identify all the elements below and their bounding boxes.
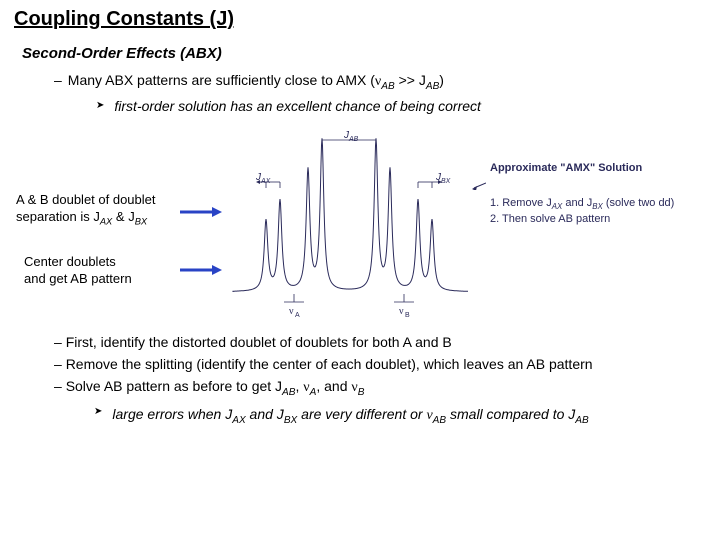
bullet-top: –Many ABX patterns are sufficiently clos…: [0, 62, 720, 92]
annotation-center: Center doublets and get AB pattern: [24, 254, 174, 288]
svg-text:AB: AB: [348, 136, 359, 143]
bullet-solve: – Solve AB pattern as before to get JAB,…: [54, 372, 720, 398]
sub-bullet-errors: ➤ large errors when JAX and JBX are very…: [54, 398, 720, 426]
bullet-arrow-icon: ➤: [96, 100, 104, 111]
bullet-arrow-icon: ➤: [94, 406, 102, 417]
section-subtitle: Second-Order Effects (ABX): [0, 31, 720, 62]
arrow-icon: [180, 262, 222, 272]
amx-solution-panel: Approximate "AMX" Solution 1. Remove JAX…: [490, 162, 710, 227]
amx-step-2: 2. Then solve AB pattern: [490, 213, 710, 225]
svg-text:AX: AX: [260, 178, 271, 185]
amx-step-1: 1. Remove JAX and JBX (solve two dd): [490, 197, 710, 211]
sub-bullet-top: ➤ first-order solution has an excellent …: [0, 92, 720, 114]
figure-area: A & B doublet of doublet separation is J…: [0, 122, 720, 322]
bullet-first: – First, identify the distorted doublet …: [54, 328, 720, 350]
svg-text:BX: BX: [441, 178, 451, 185]
amx-header: Approximate "AMX" Solution: [490, 162, 710, 174]
nmr-spectrum: JAXJABJBXνAνB: [228, 122, 478, 322]
svg-text:ν: ν: [399, 306, 404, 317]
svg-text:ν: ν: [289, 306, 294, 317]
svg-text:A: A: [295, 312, 300, 319]
page-title: Coupling Constants (J): [0, 0, 720, 31]
arrow-icon: [180, 204, 222, 214]
bottom-bullets: – First, identify the distorted doublet …: [0, 328, 720, 426]
annotation-doublet: A & B doublet of doublet separation is J…: [16, 192, 186, 228]
bullet-remove: – Remove the splitting (identify the cen…: [54, 350, 720, 372]
svg-text:B: B: [405, 312, 410, 319]
